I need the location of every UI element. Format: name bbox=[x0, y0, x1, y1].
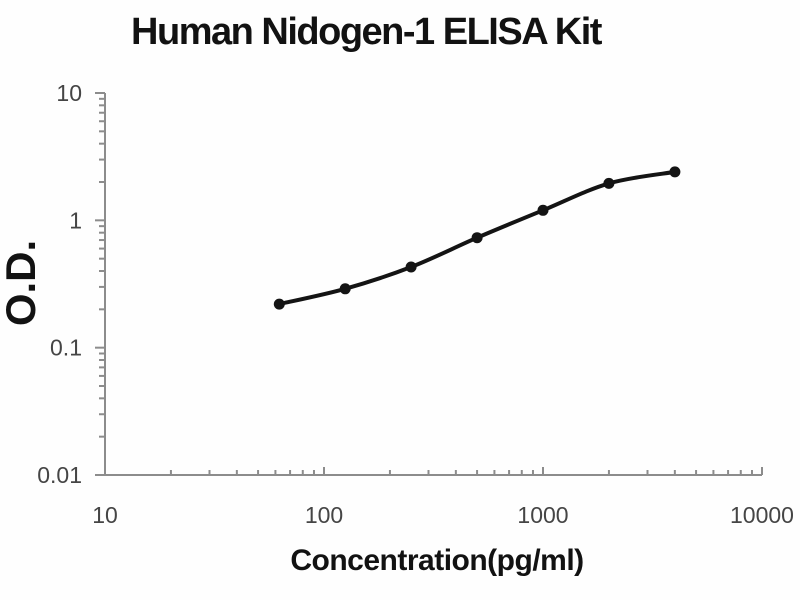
data-point bbox=[405, 261, 417, 273]
data-point bbox=[339, 283, 351, 295]
data-point bbox=[273, 298, 285, 310]
y-tick-label: 1 bbox=[69, 207, 82, 233]
axes-lines bbox=[104, 93, 762, 476]
y-tick-label: 10 bbox=[56, 80, 82, 106]
x-tick-label: 10 bbox=[92, 502, 118, 528]
x-tick-label: 10000 bbox=[730, 502, 794, 528]
data-point bbox=[669, 166, 681, 178]
y-tick-label: 0.1 bbox=[50, 335, 82, 361]
data-point bbox=[471, 232, 483, 244]
data-point bbox=[537, 204, 549, 216]
x-axis-title: Concentration(pg/ml) bbox=[290, 544, 584, 577]
x-tick-label: 1000 bbox=[517, 502, 568, 528]
y-tick-label: 0.01 bbox=[37, 462, 82, 488]
data-point bbox=[603, 177, 615, 189]
x-tick-label: 100 bbox=[305, 502, 343, 528]
chart-title: Human Nidogen-1 ELISA Kit bbox=[131, 11, 602, 53]
